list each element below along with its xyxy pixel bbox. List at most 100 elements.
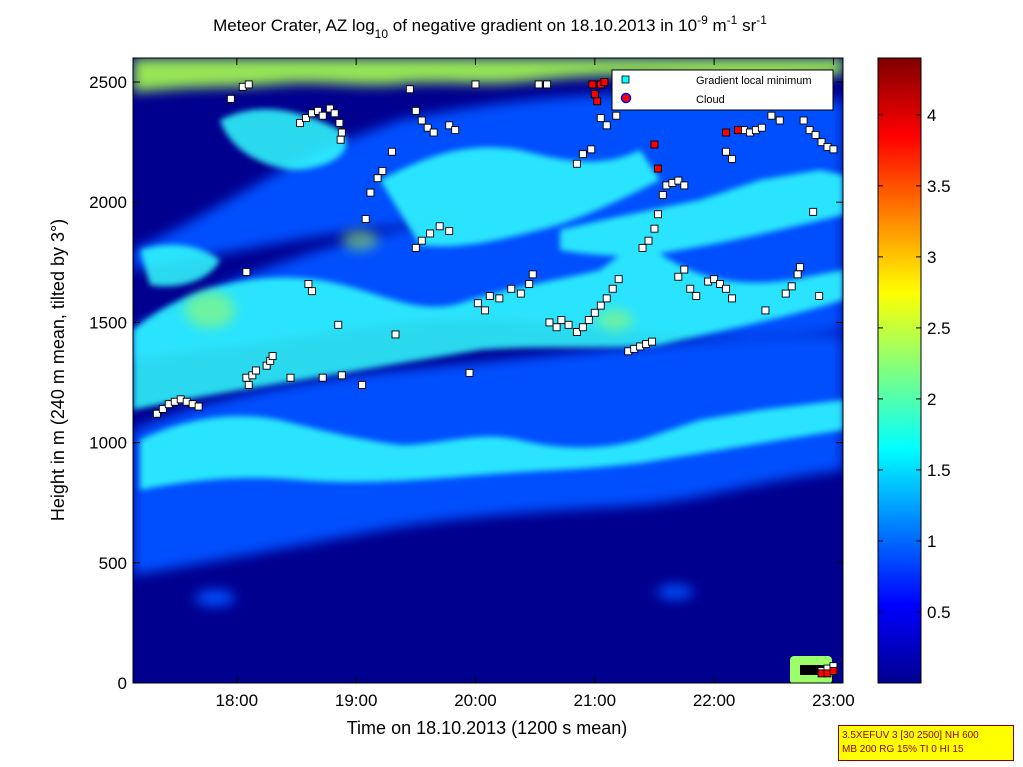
stamp-line: MB 200 RG 15% TI 0 HI 15 [842,744,964,755]
stamp-line: 3.5XEFUV 3 [30 2500] NH 600 [842,730,979,741]
minimum-marker [335,118,344,127]
chart-title: Meteor Crater, AZ log10 of negative grad… [213,13,767,41]
plot-frame [132,57,844,684]
minimum-marker [761,306,770,315]
minimum-marker [829,145,838,154]
minimum-marker [330,109,339,118]
colorbar-tick-label: 3.5 [927,177,951,196]
minimum-marker [767,111,776,120]
minimum-marker [481,306,489,315]
colorbar-tick-label: 3 [927,248,936,267]
x-tick-label: 22:00 [693,691,736,710]
minimum-marker [722,284,731,293]
minimum-marker [608,284,617,293]
minimum-marker [387,147,396,156]
minimum-marker [373,174,382,183]
minimum-marker [361,215,370,224]
minimum-marker [781,289,790,298]
minimum-marker [578,150,587,159]
minimum-marker [158,405,167,413]
minimum-marker [578,323,587,332]
minimum-marker [251,366,260,375]
heatmap-area [133,58,843,683]
x-tick-label: 23:00 [812,691,855,710]
minimum-marker [809,207,818,216]
minimum-marker [793,270,802,279]
minimum-marker [602,121,611,130]
cloud-marker [829,667,838,675]
legend: Gradient local minimum Cloud [611,69,834,111]
colorbar-tick-label: 0.5 [927,603,951,622]
colorbar-tick-label: 1.5 [927,461,951,480]
y-tick-label: 2000 [89,193,127,212]
cloud-marker [654,164,662,173]
minimum-marker [429,128,438,137]
minimum-marker [451,126,460,135]
x-axis: 18:00 19:00 20:00 21:00 22:00 23:00 [216,58,855,710]
y-tick-label: 1000 [89,434,127,453]
x-tick-label: 21:00 [574,691,617,710]
minimum-marker [775,116,784,125]
heatmap-layer-green [133,58,843,330]
minimum-marker [680,181,689,190]
colorbar-tick-label: 2.5 [927,319,951,338]
minimum-marker [473,299,482,308]
minimum-marker [658,191,667,199]
minimum-marker [674,272,683,281]
minimum-marker [516,289,525,298]
cloud-marker [734,126,742,135]
cloud-core [800,665,825,675]
minimum-marker [152,409,161,418]
minimum-marker [244,380,253,389]
y-tick-label: 0 [118,674,127,693]
minimum-marker [426,229,435,238]
minimum-marker [528,270,537,279]
minimum-marker [314,106,322,115]
minimum-marker [716,280,725,288]
minimum-marker [710,275,719,284]
colorbar-tick-label: 4 [927,106,936,125]
minimum-marker [787,282,796,291]
y-axis-label: Height in m (240 m mean, tilted by 3°) [48,219,68,521]
x-tick-label: 18:00 [216,691,259,710]
x-axis-label: Time on 18.10.2013 (1200 s mean) [347,718,628,738]
minimum-marker [584,316,593,324]
minimum-marker [507,284,516,293]
minimum-marker [612,111,621,120]
minimum-marker [590,308,599,317]
title-superscript: -1 [756,13,767,27]
minimum-marker [194,402,203,411]
minimum-marker [638,243,647,252]
marker-layer [152,78,838,678]
minimum-marker [242,267,251,276]
colorbar-ticks: 0.5 1 1.5 2 2.5 3 3.5 4 [878,106,951,622]
y-tick-label: 500 [99,554,127,573]
minimum-marker [644,236,653,245]
minimum-marker [337,371,346,380]
legend-minimum-swatch [621,75,630,84]
minimum-marker [445,121,454,130]
minimum-marker [411,243,420,252]
minimum-marker [680,265,689,274]
minimum-marker [587,145,596,154]
minimum-marker [796,263,804,272]
minimum-marker [602,294,611,303]
minimum-marker [614,275,623,284]
minimum-marker [334,320,343,329]
minimum-marker [525,280,534,288]
minimum-marker [302,114,310,123]
legend-entry-minimum: Gradient local minimum [696,75,812,87]
minimum-marker [648,337,657,346]
minimum-marker [405,85,414,94]
minimum-marker [674,176,683,185]
heatmap-layer-cyan [133,109,843,490]
y-tick-label: 2500 [89,73,127,92]
title-superscript: -1 [727,13,738,27]
minimum-marker [471,80,480,89]
minimum-marker [423,123,432,132]
minimum-marker [286,373,295,382]
minimum-marker [318,111,327,120]
minimum-marker [337,128,346,137]
minimum-marker [336,135,345,144]
